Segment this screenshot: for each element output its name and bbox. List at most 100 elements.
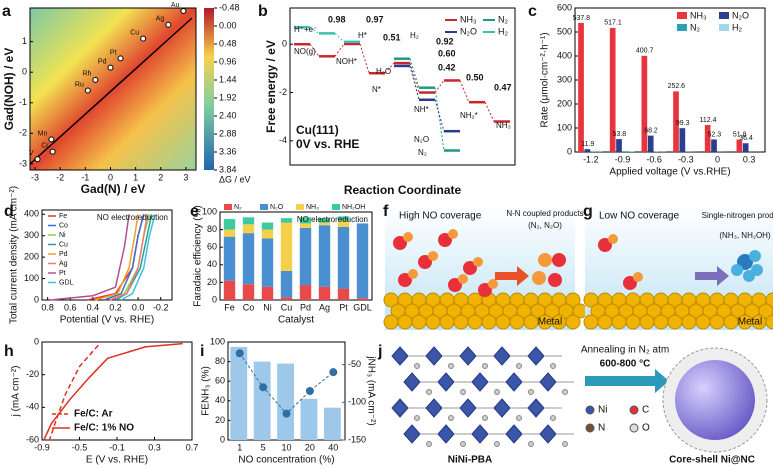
bar-segment [280,222,293,271]
level-label: H₂O [376,67,391,76]
data-point [329,368,338,377]
level-label: H⁺+e⁻ [294,25,317,34]
connector [484,101,495,122]
connector [409,62,420,93]
note: NO electroreduction [297,215,368,224]
x-axis-label: E (V vs. RHE) [86,455,148,466]
bar [584,149,591,152]
y-tick-label: 100 [557,122,572,132]
point-label: V [29,150,34,157]
colorbar-tick-label: 3.84 [219,164,237,174]
point-label: Au [171,2,180,9]
legend-label: Pt [59,270,66,277]
oxygen-atom [516,415,522,421]
point-label: Ru [75,81,84,88]
metal-atom [481,314,497,330]
x-tick-label: -0.9 [34,442,50,452]
data-point [235,349,244,358]
oxygen-atom [494,441,500,447]
octahedron [505,424,523,444]
oxygen-atom [426,389,432,395]
colorbar-label: ΔG / eV [219,174,251,184]
x-tick-label: -1 [81,172,89,182]
process-step: Annealing in N₂ atm [581,345,669,356]
nitrogen [408,269,418,279]
octahedron [459,398,477,418]
y2-tick-label: -50 [348,359,361,369]
octahedron [425,398,443,418]
oxygen-atom [494,389,500,395]
data-point [180,8,187,15]
bar-segment [356,223,369,299]
legend-label: C [642,405,649,416]
legend-label: NH₃ [306,204,319,211]
x-tick-label: 0 [108,172,113,182]
curve [49,214,130,301]
bar-segment [318,222,331,226]
bar-segment [299,227,312,286]
data-label: 517.1 [604,20,622,27]
product-atom [743,270,755,282]
metal-atom [411,314,427,330]
metal-atom [495,314,511,330]
legend-swatch [224,204,232,210]
bar-segment [261,222,274,230]
x-tick-label: 20 [305,442,315,452]
diagram-title: High NO coverage [399,211,482,222]
arrow [695,266,729,286]
octahedron [391,398,409,418]
octahedron [437,372,455,392]
y-tick-label: 300 [24,230,39,240]
x-tick-label: -0.2 [153,302,169,312]
process-arrow [585,369,669,393]
bar-segment [337,216,350,221]
legend-label: Co [59,222,68,229]
colorbar-tick-label: 2.40 [219,110,237,120]
plot-frame [41,209,173,301]
nitrogen [633,272,643,282]
oxygen [438,233,452,247]
oxygen-atom [562,389,568,395]
oxygen [478,283,492,297]
bar-segment [223,236,236,281]
data-label: 252.6 [668,83,686,90]
oxygen-atom [460,389,466,395]
product-atom [548,273,562,287]
x-tick-label: -0.3 [678,154,694,164]
level-label: NOH* [336,57,357,66]
colorbar-tick-label: 0.48 [219,38,237,48]
bar-segment [337,288,350,300]
level-label: N₂O [414,135,429,144]
x-tick-label: Co [243,302,255,312]
data-label: 68.2 [644,127,658,134]
x-tick-label: 0.7 [186,442,199,452]
metal-atom [467,314,483,330]
oxygen-atom [460,441,466,447]
panel-letter: j [377,343,382,360]
diagram-title: Low NO coverage [599,211,679,222]
y-axis-label: j (mA cm⁻²) [11,366,22,418]
note: Cu(111) [296,123,339,137]
connector [434,99,445,132]
bar [711,139,717,152]
y-tick-label: 1 [22,36,27,46]
legend-swatch [719,24,729,31]
x-tick-label: Ni [263,302,272,312]
metal-atom [625,314,641,330]
nitrogen [473,257,483,267]
x-axis-label: Applied voltage (V vs.RHE) [609,167,730,178]
x-tick-label: Cu [281,302,293,312]
colorbar-tick-label: 1.44 [219,74,237,84]
barrier-label: 0.92 [436,36,454,46]
colorbar-tick-label: 1.92 [219,92,237,102]
y-tick-label: 20 [207,277,217,287]
data-point [259,383,268,392]
x-tick-label: 40 [328,442,338,452]
level-label: NO(g) [294,47,316,56]
metal-atom [709,314,725,330]
oxygen [598,238,612,252]
y2-axis-label: jNH₃ (mA cm⁻²) [365,355,376,425]
x-axis-label: Reaction Coordinate [344,183,462,197]
plot-frame [219,211,373,301]
curve [109,214,148,301]
